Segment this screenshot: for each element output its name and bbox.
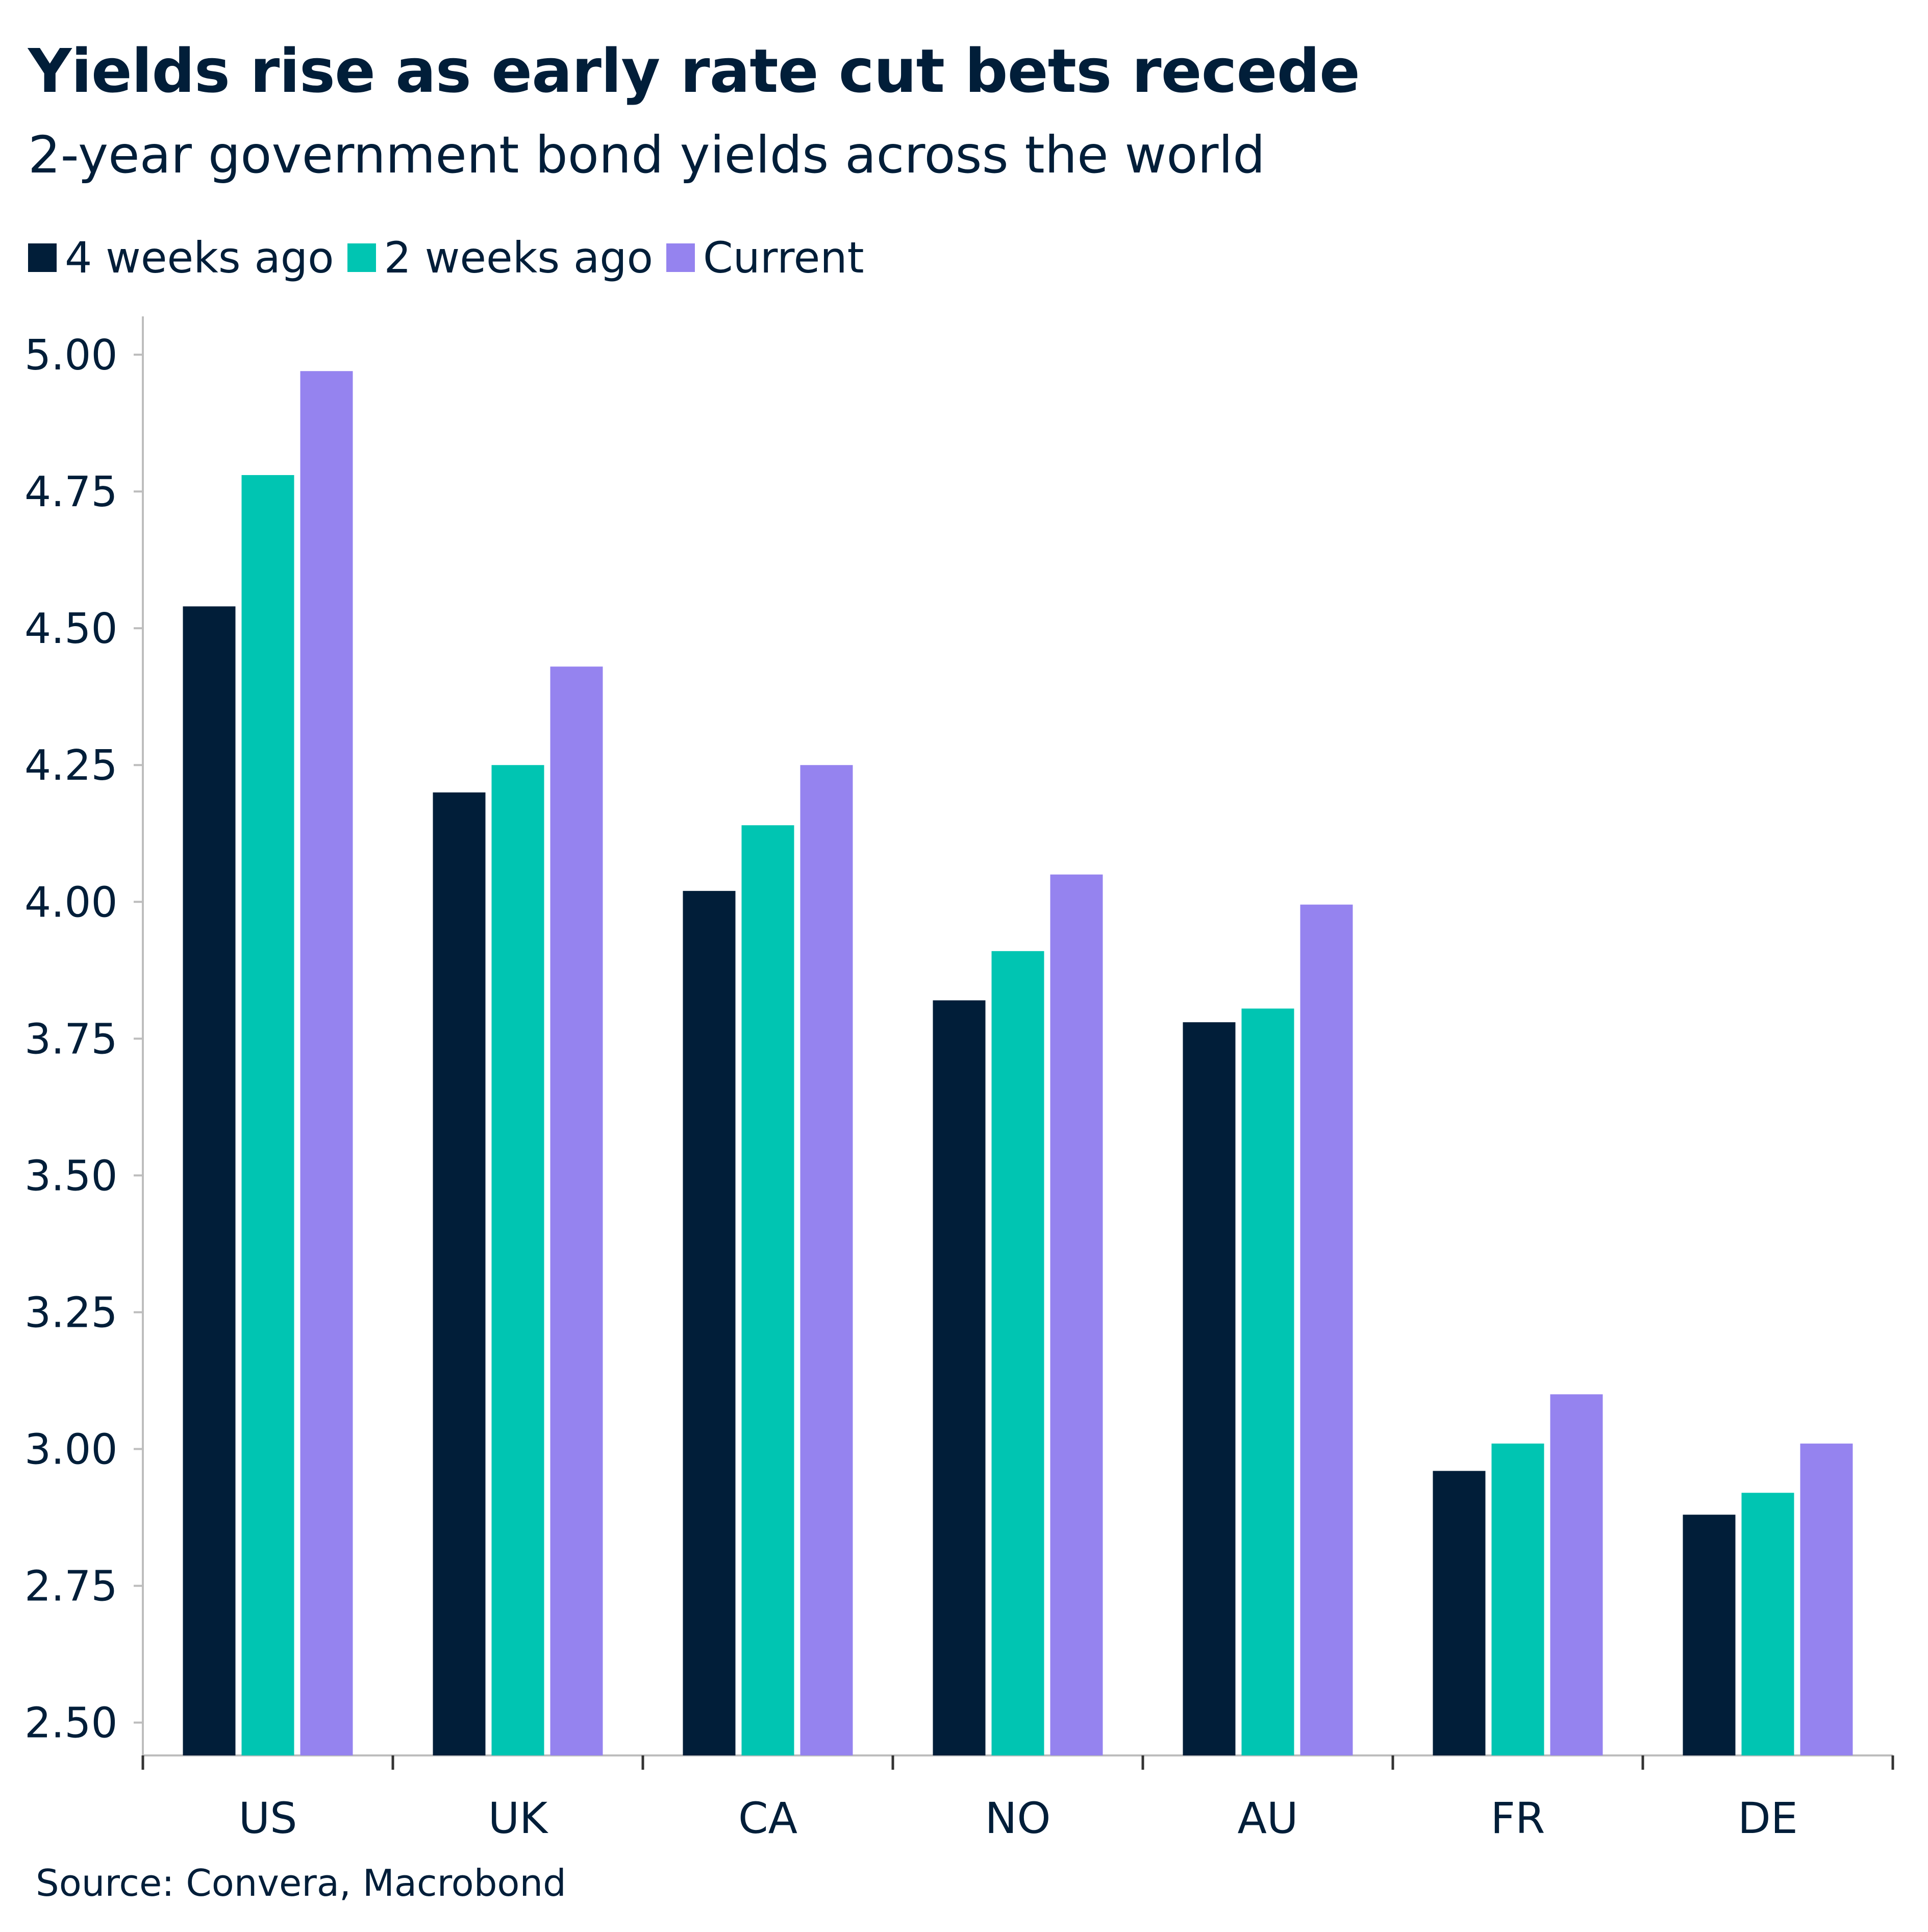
y-tick-label: 3.00 [24,1426,118,1474]
x-tick-label: CA [738,1793,797,1843]
bar-ca-current [800,765,853,1755]
bar-fr-2-weeks-ago [1491,1443,1544,1755]
y-tick-label: 4.50 [24,605,118,653]
y-tick-label: 2.50 [24,1699,118,1748]
y-tick-label: 4.75 [24,468,118,516]
bar-ca-4-weeks-ago [683,890,736,1755]
bar-us-2-weeks-ago [241,475,294,1755]
legend-item-2-weeks-ago: 2 weeks ago [347,233,654,283]
x-tick-label: DE [1738,1793,1798,1843]
bar-no-2-weeks-ago [991,951,1044,1755]
bar-us-4-weeks-ago [183,606,236,1755]
y-tick-label: 2.75 [24,1563,118,1611]
y-tick-label: 3.75 [24,1015,118,1063]
y-tick-label: 3.50 [24,1152,118,1200]
chart-title: Yields rise as early rate cut bets reced… [28,36,1360,106]
source-note: Source: Convera, Macrobond [36,1862,566,1904]
bar-no-4-weeks-ago [933,1000,986,1755]
legend-swatch [666,243,695,272]
bar-us-current [300,371,353,1755]
x-tick-label: UK [488,1793,548,1843]
legend-label: 4 weeks ago [65,233,334,283]
legend-swatch [28,243,57,272]
bars [183,371,1853,1755]
bar-au-current [1300,904,1353,1755]
x-tick-label: NO [985,1793,1051,1843]
bar-no-current [1050,874,1103,1755]
bar-au-2-weeks-ago [1241,1008,1294,1755]
legend-swatch [347,243,376,272]
legend-item-current: Current [666,233,864,283]
bar-fr-4-weeks-ago [1433,1471,1486,1755]
bar-fr-current [1550,1394,1603,1755]
y-tick-label: 4.00 [24,878,118,927]
legend-label: 2 weeks ago [384,233,654,283]
chart-subtitle: 2-year government bond yields across the… [28,125,1265,185]
bar-ca-2-weeks-ago [741,825,794,1755]
x-tick-label: FR [1491,1793,1545,1843]
bar-de-4-weeks-ago [1683,1515,1736,1755]
y-tick-label: 3.25 [24,1289,118,1337]
bar-uk-4-weeks-ago [433,792,486,1755]
x-axis: US UK CA NO AU FR DE [141,1754,1894,1843]
x-tick-label: US [239,1793,297,1843]
bar-de-2-weeks-ago [1741,1493,1794,1755]
bar-au-4-weeks-ago [1183,1022,1236,1755]
x-tick-label: AU [1238,1793,1298,1843]
legend-item-4-weeks-ago: 4 weeks ago [28,233,334,283]
y-tick-label: 5.00 [24,331,118,380]
bar-uk-2-weeks-ago [491,765,544,1755]
y-axis: 2.50 2.75 3.00 3.25 3.50 3.75 4.00 4.25 4.50 4.75… [24,316,144,1755]
legend: 4 weeks ago 2 weeks ago Current [28,232,878,283]
legend-label: Current [703,233,864,283]
bar-de-current [1800,1443,1853,1755]
bar-uk-current [550,666,603,1755]
y-tick-label: 4.25 [24,741,118,790]
